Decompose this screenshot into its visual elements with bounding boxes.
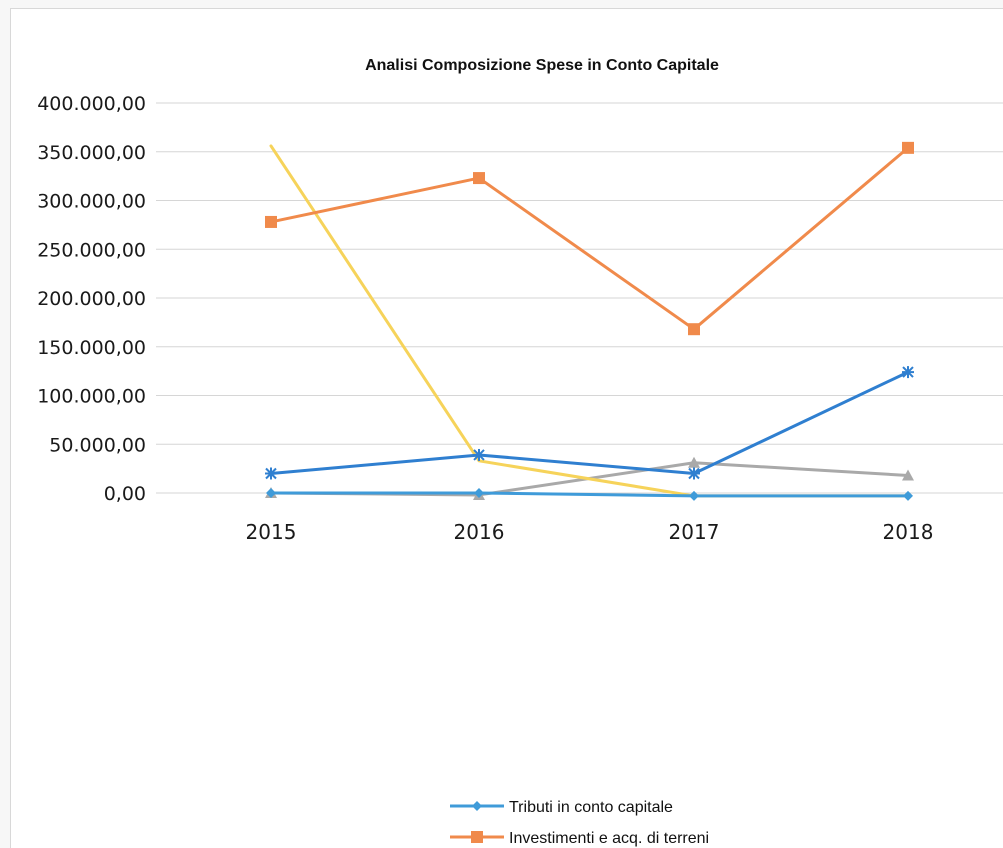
- data-point-square: [902, 141, 914, 154]
- y-tick-label: 250.000,00: [37, 239, 146, 261]
- data-point-diamond: [474, 488, 484, 498]
- series-line: [269, 144, 910, 498]
- y-tick-label: 400.000,00: [37, 93, 146, 115]
- y-tick-label: 0,00: [104, 483, 146, 505]
- series-3: [269, 144, 910, 498]
- data-point-triangle: [902, 469, 914, 481]
- series-1: [265, 141, 914, 336]
- line-chart: Analisi Composizione Spese in Conto Capi…: [37, 57, 1003, 847]
- y-tick-label: 350.000,00: [37, 142, 146, 164]
- x-tick-label: 2016: [454, 520, 505, 544]
- series-line: [269, 491, 910, 498]
- x-tick-label: 2015: [246, 520, 297, 544]
- series-4: [265, 366, 914, 480]
- data-point-diamond: [472, 801, 482, 811]
- legend: Tributi in conto capitale Investimenti e …: [450, 799, 709, 847]
- chart-frame: Analisi Composizione Spese in Conto Capi…: [10, 8, 1003, 848]
- x-tick-label: 2018: [883, 520, 934, 544]
- data-point-diamond: [266, 488, 276, 498]
- data-point-star: [473, 448, 485, 461]
- data-point-star: [265, 467, 277, 480]
- legend-item: Tributi in conto capitale: [450, 799, 673, 816]
- data-point-star: [688, 467, 700, 480]
- data-point-diamond: [903, 490, 913, 501]
- series-layer: [265, 141, 914, 501]
- x-axis: 2015 2016 2017 2018: [246, 520, 934, 544]
- series-0: [266, 488, 913, 501]
- data-point-diamond: [689, 490, 699, 501]
- series-line: [269, 370, 910, 475]
- y-tick-label: 300.000,00: [37, 191, 146, 213]
- data-point-square: [688, 323, 700, 336]
- data-point-star: [902, 366, 914, 379]
- data-point-square: [265, 215, 277, 228]
- data-point-square: [473, 172, 485, 185]
- legend-label: Investimenti e acq. di terreni: [509, 830, 709, 847]
- legend-label: Tributi in conto capitale: [509, 799, 673, 816]
- legend-item: Investimenti e acq. di terreni: [450, 830, 709, 847]
- y-tick-label: 200.000,00: [37, 288, 146, 310]
- data-point-triangle: [688, 456, 700, 468]
- y-tick-label: 150.000,00: [37, 337, 146, 359]
- series-line: [269, 146, 910, 331]
- data-point-square: [471, 831, 483, 843]
- y-tick-label: 100.000,00: [37, 386, 146, 408]
- x-tick-label: 2017: [669, 520, 720, 544]
- chart-title: Analisi Composizione Spese in Conto Capi…: [365, 57, 719, 74]
- y-axis: 0,00 50.000,00 100.000,00 150.000,00 200.000…: [37, 93, 146, 505]
- y-tick-label: 50.000,00: [49, 434, 146, 456]
